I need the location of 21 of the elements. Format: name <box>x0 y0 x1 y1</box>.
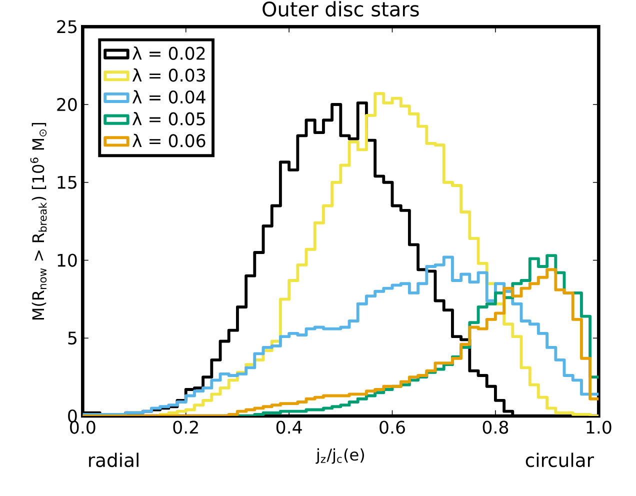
x-tick-label: 0.8 <box>482 420 508 434</box>
y-tick-label: 10 <box>58 254 77 267</box>
text: circular <box>526 452 594 468</box>
legend-label: λ = 0.06 <box>132 134 206 148</box>
y-tick-label: 5 <box>68 332 76 345</box>
x-tick-label: 0.2 <box>173 420 198 434</box>
y-tick-label: 15 <box>58 176 76 189</box>
x-axis-title: j$_{z}$/j$_{c}$(e) <box>316 448 364 464</box>
text: radial <box>89 452 138 468</box>
legend-label: λ = 0.02 <box>132 46 205 60</box>
legend-label: λ = 0.04 <box>132 90 206 104</box>
x-tick-label: 0.4 <box>276 420 302 434</box>
legend-label: λ = 0.05 <box>132 112 205 126</box>
x-tick-label: 0.6 <box>380 420 405 434</box>
x-tick-label: 0.0 <box>70 420 96 434</box>
y-tick-label: 20 <box>57 98 77 112</box>
chart-title: Outer disc stars <box>262 1 419 17</box>
legend-label: λ = 0.03 <box>132 68 205 82</box>
text: M(R$_{now}$ > R$_{break}$) [10$^{6}$ M$_{⊙}$] <box>30 122 47 320</box>
x-tick-label: 1.0 <box>586 420 612 434</box>
y-tick-label: 25 <box>57 20 76 34</box>
